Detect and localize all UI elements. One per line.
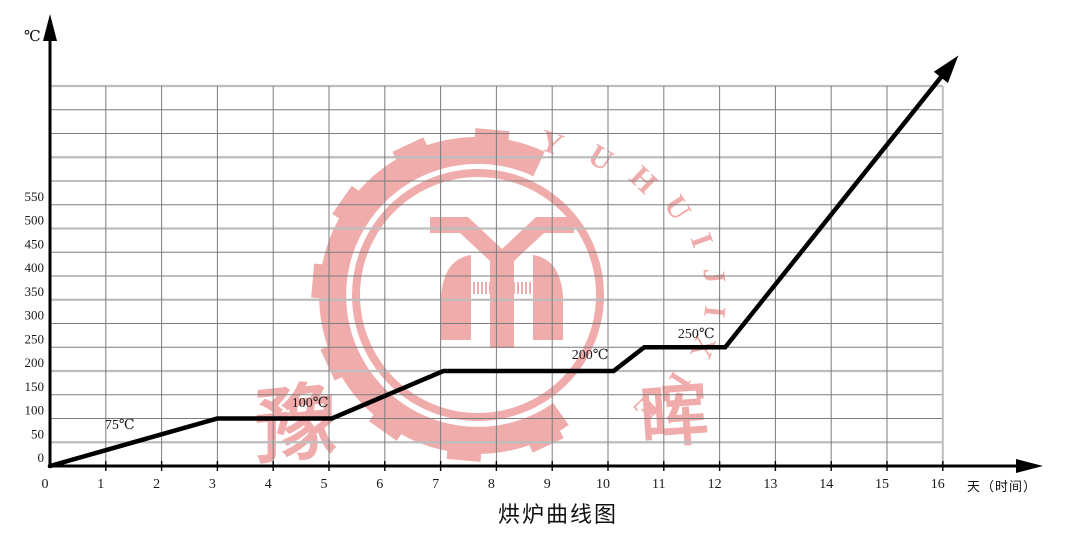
y-tick-label: 0 [38, 450, 45, 465]
logo-ring [352, 169, 604, 421]
y-axis-unit-label: ℃ [24, 29, 41, 45]
watermark-letter: I [697, 304, 733, 320]
gear-tooth [392, 137, 431, 167]
curve-annotation: 100℃ [292, 396, 329, 411]
watermark-char-right: 晖 [638, 377, 711, 458]
grid [50, 84, 944, 466]
axes: 0 1 2 3 4 5 6 7 8 9 10 11 12 13 14 15 160501001502002503… [25, 14, 1043, 492]
y-tick-label: 400 [25, 260, 45, 275]
gear-tooth [368, 408, 406, 441]
y-tick-label: 250 [25, 331, 45, 346]
watermark-letter: I [684, 228, 721, 251]
curve-annotation: 200℃ [572, 348, 609, 363]
watermark-char-left: 豫 [256, 375, 338, 475]
logo-hatch [529, 282, 531, 294]
logo-hatch [525, 282, 527, 294]
temperature-curve [47, 65, 951, 469]
logo-hatch [489, 282, 491, 294]
y-axis-arrow-icon [43, 14, 57, 41]
curve-annotation: 250℃ [678, 327, 715, 342]
logo-monogram [430, 217, 574, 348]
x-tick-label: 5 [321, 477, 328, 492]
x-tick-label: 14 [819, 477, 833, 492]
x-tick-label: 2 [153, 477, 160, 492]
logo-hatch [473, 282, 475, 294]
x-tick-label: 11 [652, 477, 665, 492]
watermark-letter: J [696, 266, 733, 286]
x-tick-label: 3 [209, 477, 216, 492]
gear-tooth [446, 442, 482, 462]
x-axis-arrow-icon [1016, 459, 1043, 473]
y-tick-label: 300 [25, 308, 45, 323]
logo-hatch [513, 282, 515, 294]
y-tick-label: 500 [25, 213, 45, 228]
x-tick-label: 15 [875, 477, 889, 492]
x-tick-label: 0 [42, 477, 49, 492]
x-tick-label: 8 [488, 477, 495, 492]
gear-tooth [474, 128, 510, 148]
curve-annotation: 75℃ [105, 418, 135, 433]
gear-tooth [525, 423, 564, 453]
y-tick-label: 100 [25, 403, 45, 418]
gear-ring [319, 136, 569, 454]
y-tick-label: 350 [25, 284, 45, 299]
y-tick-label: 50 [31, 426, 44, 441]
x-tick-label: 10 [596, 477, 610, 492]
y-tick-label: 550 [25, 189, 45, 204]
x-tick-label: 1 [97, 477, 104, 492]
x-tick-label: 4 [265, 477, 272, 492]
x-axis-unit-label: 天（时间） [967, 479, 1038, 494]
x-tick-label: 12 [708, 477, 722, 492]
logo-hatch [517, 282, 519, 294]
logo-hatch [477, 282, 479, 294]
watermark-letter: H [623, 159, 665, 201]
x-tick-label: 7 [432, 477, 439, 492]
x-tick-label: 9 [544, 477, 551, 492]
logo-hatch [521, 282, 523, 294]
logo-monogram-left [441, 255, 471, 340]
x-tick-label: 16 [931, 477, 945, 492]
x-tick-label: 13 [763, 477, 777, 492]
y-tick-label: 150 [25, 379, 45, 394]
logo-hatch [485, 282, 487, 294]
y-tick-label: 450 [25, 236, 45, 251]
logo-hatch [481, 282, 483, 294]
logo-monogram-right [533, 255, 563, 340]
gear-tooth [311, 263, 331, 299]
curve-arrow-icon [933, 55, 959, 83]
y-tick-label: 200 [25, 355, 45, 370]
chart-title: 烘炉曲线图 [497, 502, 619, 527]
x-tick-label: 6 [376, 477, 383, 492]
